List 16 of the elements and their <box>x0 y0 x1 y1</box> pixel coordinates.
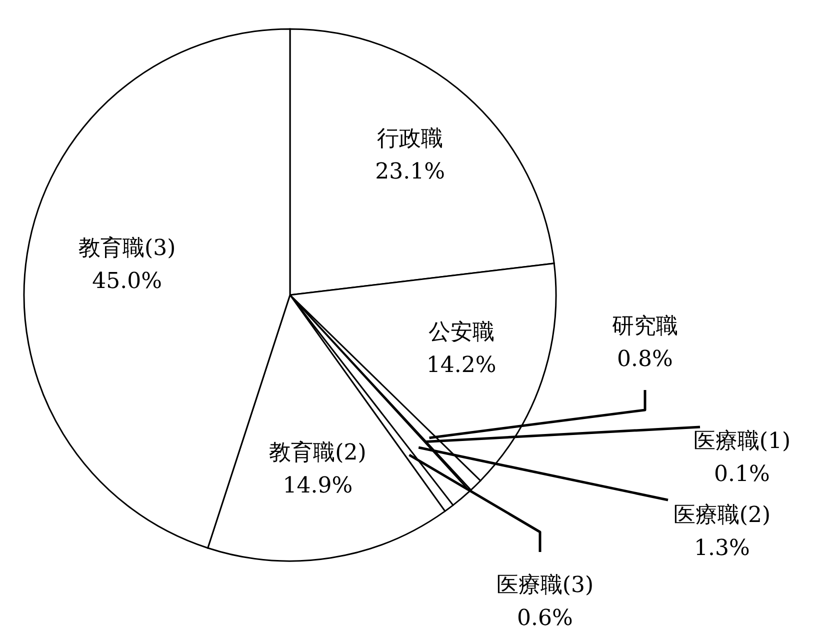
slice-label: 行政職 <box>377 126 444 152</box>
data-label: 0.8% <box>617 347 673 372</box>
slice-label: 公安職 <box>428 320 494 346</box>
data-label: 14.2% <box>426 353 496 378</box>
slice-label: 医療職(1) <box>693 429 791 454</box>
data-label: 0.1% <box>714 462 770 487</box>
slice-label: 医療職(2) <box>673 503 771 528</box>
slice-label: 教育職(3) <box>78 235 176 262</box>
slice-label: 医療職(3) <box>496 573 594 598</box>
data-label: 1.3% <box>694 536 750 561</box>
data-label: 0.6% <box>517 606 573 626</box>
data-label: 14.9% <box>282 474 353 499</box>
slice-label: 研究職 <box>612 314 678 339</box>
data-label: 23.1% <box>375 160 445 185</box>
data-label: 45.0% <box>92 269 162 294</box>
slice-label: 教育職(2) <box>269 440 366 466</box>
